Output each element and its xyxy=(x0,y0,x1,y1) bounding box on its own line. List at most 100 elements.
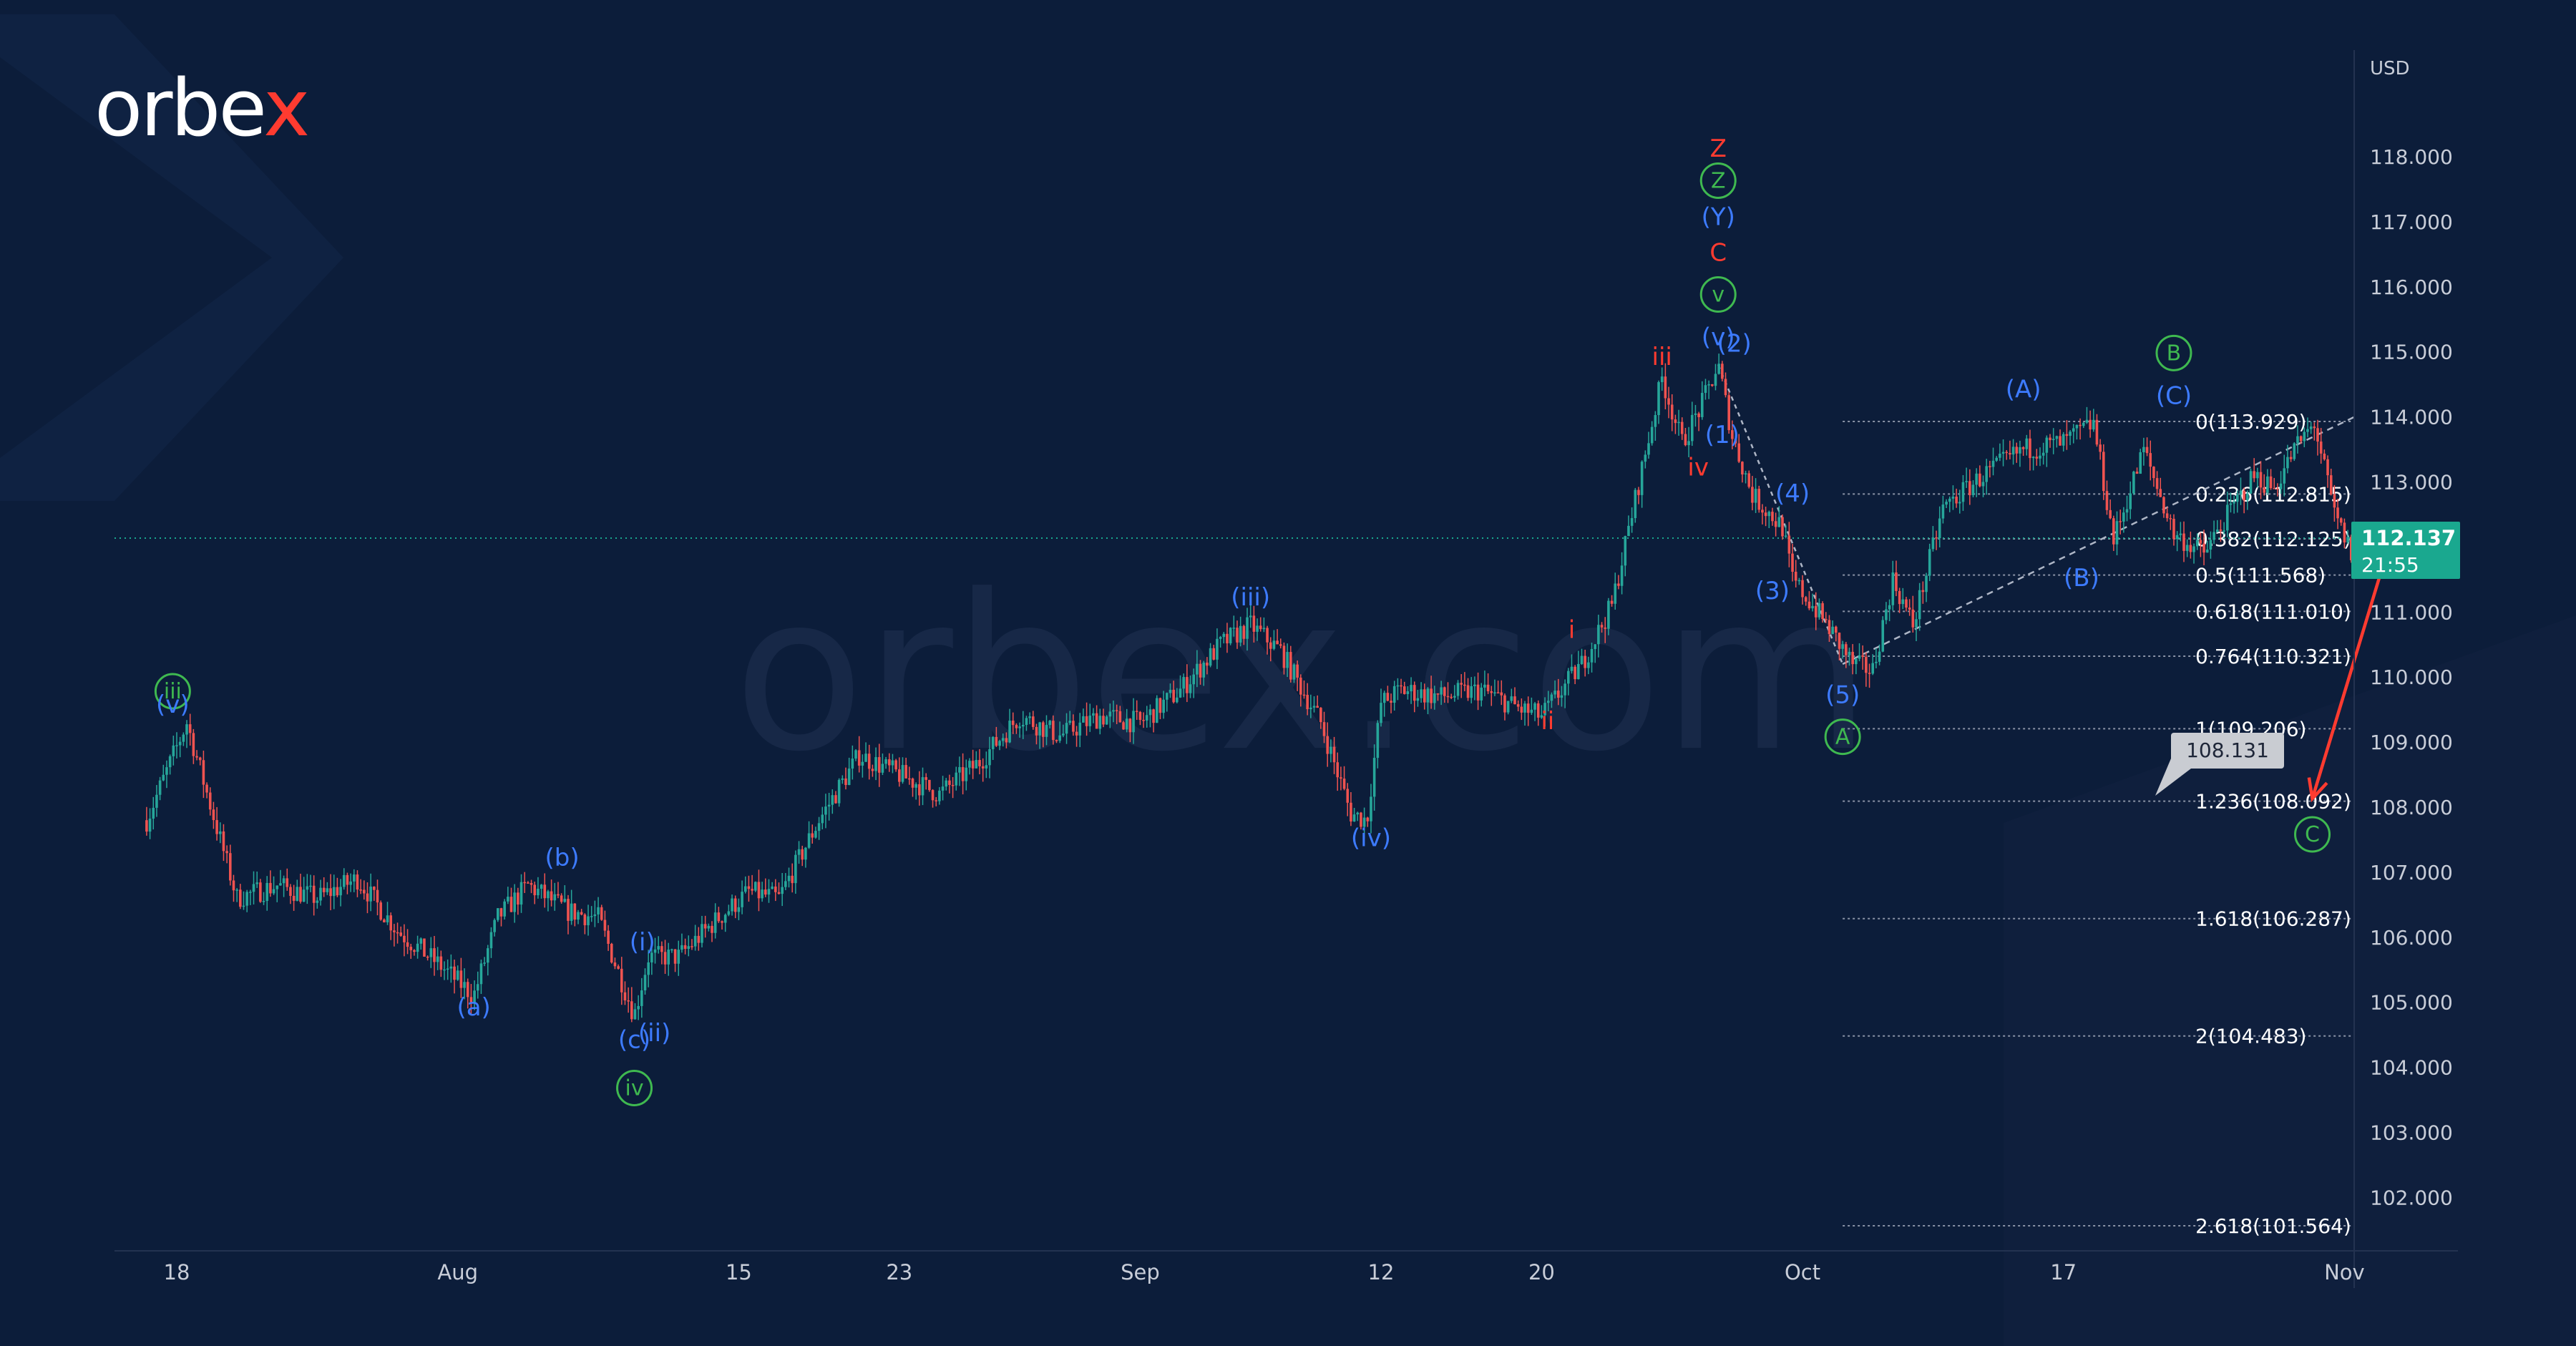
candle-body xyxy=(2296,436,2299,444)
target-price-callout[interactable]: 108.131 xyxy=(2155,733,2284,796)
candle-body xyxy=(1018,726,1021,728)
candle-body xyxy=(898,769,901,782)
candle-body xyxy=(158,780,162,795)
candle-body xyxy=(1085,716,1088,726)
candle-body xyxy=(165,767,168,775)
candle-body xyxy=(1142,720,1145,721)
candle-body xyxy=(727,911,731,915)
candle-body xyxy=(1747,473,1751,487)
candle-body xyxy=(1460,683,1463,685)
candle-body xyxy=(660,946,663,952)
wave-label: (3) xyxy=(1755,577,1790,605)
candle-body xyxy=(1590,649,1594,663)
candle-body xyxy=(1202,663,1206,678)
candle-body xyxy=(1155,698,1158,723)
candle-body xyxy=(1536,703,1540,718)
candle-body xyxy=(2051,439,2055,441)
candle-body xyxy=(894,760,897,770)
candle-body xyxy=(1118,711,1122,723)
candle-body xyxy=(2072,428,2075,432)
candle-body xyxy=(1276,640,1279,645)
candle-body xyxy=(2029,438,2031,459)
candle-body xyxy=(1828,620,1831,635)
candle-body xyxy=(1751,487,1754,503)
candle-body xyxy=(1741,462,1744,474)
candle-body xyxy=(1771,512,1774,522)
candle-body xyxy=(182,734,185,742)
candle-body xyxy=(1701,393,1704,417)
candle-body xyxy=(1928,549,1931,576)
candle-body xyxy=(958,767,961,773)
candle-body xyxy=(707,925,711,929)
candle-body xyxy=(610,943,613,963)
y-axis: USD 118.000 117.000 116.000 115.000 114.000 1… xyxy=(2353,50,2453,1288)
candle-body xyxy=(1784,535,1787,537)
candle-body xyxy=(459,970,463,988)
candle-body xyxy=(1801,580,1804,598)
fib-level-label: 1.618(106.287) xyxy=(2195,907,2351,931)
candle-body xyxy=(2289,457,2293,459)
candle-body xyxy=(1286,652,1289,668)
candle-body xyxy=(2125,509,2129,513)
candle-body xyxy=(279,883,282,886)
candle-body xyxy=(721,921,723,923)
candle-body xyxy=(1319,708,1322,723)
candle-body xyxy=(389,915,392,931)
candle-body xyxy=(1148,709,1152,716)
wave-labels: iii(v)(a)(b)(c)iv(i)(ii)(iii)(iv)iiiiiii… xyxy=(154,135,2331,1107)
candle-body xyxy=(1838,633,1841,649)
candle-body xyxy=(827,804,831,807)
candle-body xyxy=(1520,706,1523,713)
candle-body xyxy=(637,1005,640,1010)
candle-body xyxy=(2246,493,2249,501)
candle-body xyxy=(971,761,975,769)
candle-body xyxy=(2132,472,2135,494)
candle-body xyxy=(1905,599,1908,608)
candle-body xyxy=(2152,467,2155,479)
candle-body xyxy=(1436,693,1440,695)
candle-body xyxy=(683,945,687,949)
candle-body xyxy=(2225,504,2229,531)
y-tick-label: 114.000 xyxy=(2370,406,2453,429)
candle-body xyxy=(2303,431,2306,442)
candle-body xyxy=(1901,599,1905,605)
candle-body xyxy=(1342,779,1346,789)
candle-body xyxy=(851,759,854,769)
candle-body xyxy=(1814,605,1818,618)
candle-body xyxy=(1088,716,1092,726)
candle-body xyxy=(741,892,743,907)
candle-body xyxy=(1584,655,1586,668)
candle-body xyxy=(1226,633,1229,644)
fib-level-label: 0.382(112.125) xyxy=(2195,527,2351,551)
candle-body xyxy=(1526,703,1530,713)
candle-body xyxy=(753,882,757,891)
candle-body xyxy=(1637,489,1640,495)
candle-body xyxy=(1192,674,1195,685)
current-price-badge[interactable]: 112.137 21:55 xyxy=(2351,522,2460,579)
candle-body xyxy=(2109,509,2112,519)
candle-body xyxy=(483,962,486,964)
candle-body xyxy=(1082,716,1085,723)
candle-body xyxy=(2182,533,2185,551)
y-tick-label: 111.000 xyxy=(2370,600,2453,624)
candle-body xyxy=(332,887,336,897)
candle-body xyxy=(1694,413,1697,415)
candle-body xyxy=(205,784,208,793)
candle-body xyxy=(1416,698,1420,701)
candle-body xyxy=(1259,625,1262,630)
wave-label: (A) xyxy=(2006,375,2041,404)
candle-body xyxy=(995,736,998,746)
candle-body xyxy=(841,778,844,780)
candle-body xyxy=(2309,426,2313,429)
candle-body xyxy=(530,882,533,885)
candle-body xyxy=(737,907,741,912)
candle-body xyxy=(2085,419,2089,423)
bg-chevron-shape xyxy=(0,14,343,501)
candle-body xyxy=(1500,692,1503,696)
candle-body xyxy=(1446,696,1450,698)
candle-body xyxy=(2165,513,2169,519)
candle-body xyxy=(680,945,683,950)
candle-body xyxy=(777,892,781,894)
candle-body xyxy=(1818,603,1821,618)
candle-body xyxy=(1533,703,1536,710)
